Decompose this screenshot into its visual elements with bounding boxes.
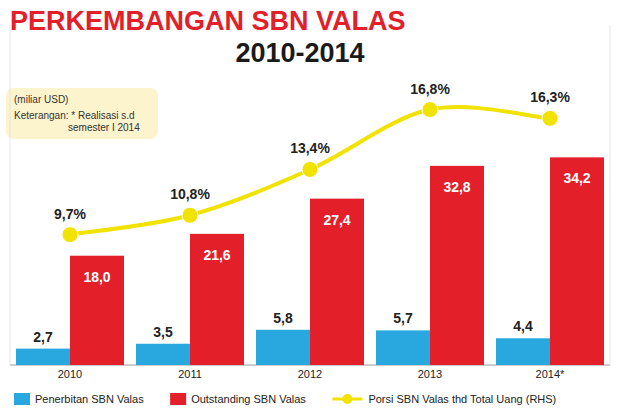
legend-label: Penerbitan SBN Valas — [35, 393, 144, 405]
bar — [136, 344, 190, 365]
legend-label: Outstanding SBN Valas — [191, 393, 306, 405]
legend: Penerbitan SBN Valas Outstanding SBN Vala… — [14, 393, 556, 405]
data-label: 4,4 — [513, 318, 533, 334]
marks — [16, 102, 604, 365]
bar — [496, 338, 550, 365]
category-label: 2013 — [418, 368, 442, 380]
bar — [256, 330, 310, 365]
unit-label: (miliar USD) — [14, 94, 68, 105]
bar — [16, 349, 70, 365]
line-marker — [542, 110, 558, 126]
data-label: 3,5 — [153, 324, 173, 340]
legend-label: Porsi SBN Valas thd Total Uang (RHS) — [368, 393, 556, 405]
line-marker — [422, 102, 438, 118]
line-marker — [302, 161, 318, 177]
note-line: semester I 2014 — [68, 122, 140, 133]
y2-axis-line — [610, 25, 611, 365]
data-label: 34,2 — [563, 170, 590, 186]
data-label: 18,0 — [83, 269, 110, 285]
data-label: 10,8% — [170, 186, 210, 202]
data-label: 16,3% — [530, 89, 570, 105]
line-marker — [182, 207, 198, 223]
y-axis-line — [10, 25, 11, 365]
line — [70, 107, 550, 235]
category-label: 2010 — [58, 368, 82, 380]
bar — [550, 157, 604, 365]
data-label: 5,7 — [393, 310, 413, 326]
data-label: 16,8% — [410, 81, 450, 97]
legend-swatch — [14, 393, 30, 405]
title: PERKEMBANGAN SBN VALAS — [10, 6, 406, 36]
data-label: 32,8 — [443, 179, 470, 195]
line-marker — [62, 227, 78, 243]
note-background — [6, 88, 158, 139]
note: Keterangan: * Realisasi s.dsemester I 20… — [14, 110, 140, 133]
data-label: 9,7% — [54, 206, 86, 222]
category-label: 2014* — [536, 368, 565, 380]
legend-swatch — [342, 394, 352, 404]
data-label: 21,6 — [203, 247, 230, 263]
bar — [70, 256, 124, 365]
labels: 2,7 3,5 5,8 5,7 4,4 18,0 21,6 27,4 32,8 34,2 9,7% 1… — [33, 81, 591, 345]
data-label: 2,7 — [33, 329, 53, 345]
data-label: 5,8 — [273, 310, 293, 326]
category-label: 2012 — [298, 368, 322, 380]
legend-swatch — [170, 393, 186, 405]
chart: PERKEMBANGAN SBN VALAS2010-2014 (miliar U… — [0, 0, 620, 413]
bar — [376, 330, 430, 365]
bar — [310, 199, 364, 365]
data-label: 27,4 — [323, 212, 350, 228]
data-label: 13,4% — [290, 140, 330, 156]
note-box: (miliar USD) Keterangan: * Realisasi s.ds… — [6, 88, 158, 139]
category-label: 2011 — [178, 368, 202, 380]
bar — [190, 234, 244, 365]
subtitle: 2010-2014 — [235, 38, 364, 68]
bar — [430, 166, 484, 365]
note-line: Keterangan: * Realisasi s.d — [14, 110, 135, 121]
